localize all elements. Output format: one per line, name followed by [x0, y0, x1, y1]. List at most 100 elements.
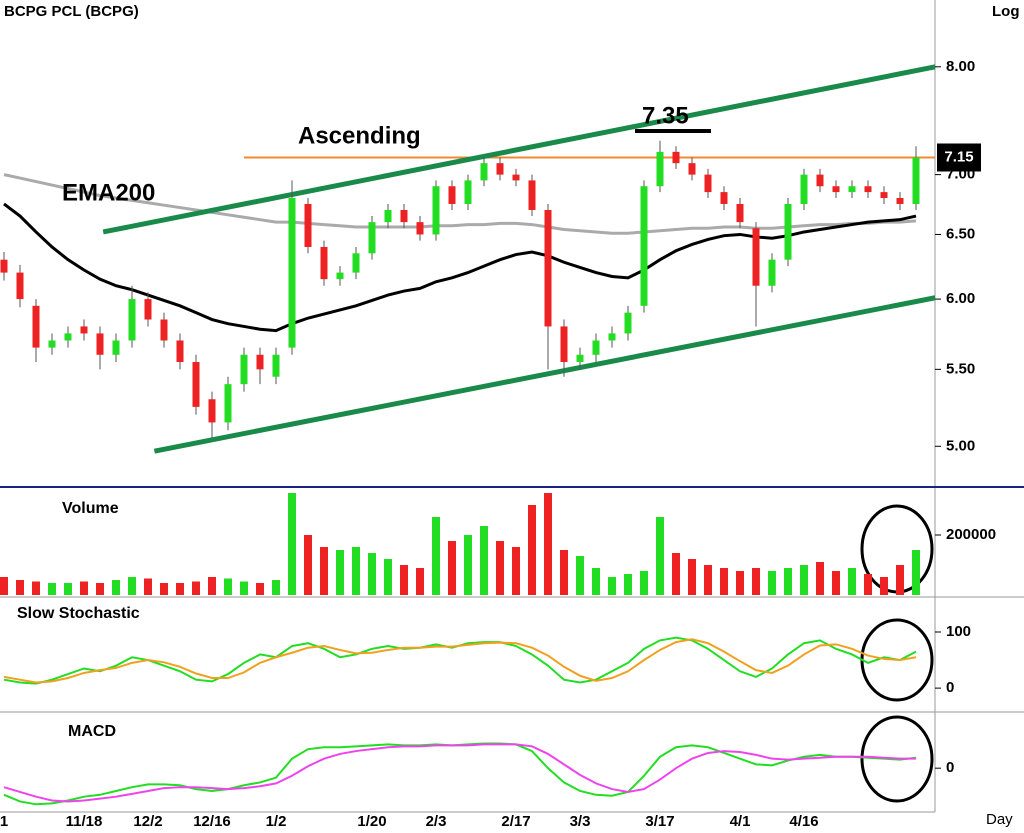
- line: [3, 743, 916, 803]
- annotation: EMA200: [62, 179, 155, 206]
- volume-bar: [432, 517, 440, 595]
- candle-body: [768, 259, 776, 286]
- line: [3, 638, 917, 684]
- volume-bar: [400, 565, 408, 595]
- candle-body: [144, 299, 152, 320]
- candle-body: [672, 151, 680, 164]
- volume-bar: [720, 568, 728, 595]
- volume-bar: [368, 553, 376, 595]
- candle-body: [640, 186, 648, 306]
- volume-bar: [768, 571, 776, 595]
- candle-body: [320, 246, 328, 280]
- candle-body: [496, 163, 504, 175]
- panel-title: MACD: [68, 723, 116, 740]
- candle-body: [688, 163, 696, 175]
- line: [3, 742, 917, 806]
- candle-body: [160, 319, 168, 341]
- y-tick-label: 5.50: [946, 360, 975, 377]
- volume-bar: [912, 550, 920, 595]
- last-price-box: [937, 143, 981, 172]
- volume-bar: [672, 553, 680, 595]
- candle-body: [736, 203, 744, 223]
- trend-line: [153, 295, 935, 454]
- x-tick-label: 3/17: [645, 813, 674, 830]
- volume-bar: [64, 583, 72, 595]
- volume-bar: [704, 565, 712, 595]
- y-tick-label: 6.00: [946, 290, 975, 307]
- volume-bar: [16, 580, 24, 595]
- annotation: Ascending: [298, 122, 421, 149]
- panel-title: Slow Stochastic: [17, 605, 140, 622]
- candle-body: [784, 203, 792, 260]
- candle-body: [48, 340, 56, 348]
- candle-body: [256, 354, 264, 370]
- volume-bar: [0, 577, 8, 595]
- x-tick-label: 12/2: [133, 813, 162, 830]
- annotation: 7.35: [642, 102, 689, 129]
- volume-bar: [240, 581, 248, 595]
- candle-body: [432, 186, 440, 235]
- volume-bar: [384, 559, 392, 595]
- x-tick-label: 4/16: [789, 813, 818, 830]
- panel: [0, 64, 935, 454]
- panel-title: Volume: [62, 500, 119, 517]
- candle-body: [352, 253, 360, 273]
- y-tick-label: 100: [946, 623, 971, 640]
- volume-bar: [128, 577, 136, 595]
- volume-bar: [544, 493, 552, 595]
- volume-bar: [336, 550, 344, 595]
- volume-bar: [304, 535, 312, 595]
- volume-bar: [224, 578, 232, 595]
- panel: [0, 493, 920, 595]
- last-price-label: 7.15: [944, 148, 973, 165]
- panel: [3, 742, 917, 806]
- volume-bar: [144, 578, 152, 595]
- volume-bar: [576, 556, 584, 595]
- candle-body: [448, 186, 456, 204]
- candle-body: [272, 354, 280, 377]
- x-tick-label: 1/20: [357, 813, 386, 830]
- volume-bar: [784, 568, 792, 595]
- volume-bar: [592, 568, 600, 595]
- x-tick-label: 12/16: [193, 813, 231, 830]
- volume-bar: [272, 580, 280, 595]
- volume-bar: [192, 581, 200, 595]
- panel-title: BCPG PCL (BCPG): [4, 3, 139, 20]
- candle-body: [368, 222, 376, 254]
- candle-body: [576, 354, 584, 363]
- line: [3, 173, 917, 235]
- candle-body: [464, 180, 472, 204]
- highlight-circle: [860, 715, 934, 803]
- volume-bar: [32, 581, 40, 595]
- panel: [3, 636, 917, 685]
- y-tick-label: 0: [946, 759, 954, 776]
- candle-body: [400, 209, 408, 223]
- volume-bar: [160, 583, 168, 595]
- candle-body: [528, 180, 536, 210]
- candle-body: [288, 198, 296, 348]
- candle-body: [384, 209, 392, 223]
- volume-bar: [528, 505, 536, 595]
- x-tick-label: 2/17: [501, 813, 530, 830]
- volume-bar: [416, 568, 424, 595]
- candle-body: [16, 272, 24, 300]
- volume-bar: [480, 526, 488, 595]
- candle-body: [64, 333, 72, 341]
- x-axis-label: Day: [986, 811, 1013, 828]
- volume-bar: [288, 493, 296, 595]
- volume-bar: [640, 571, 648, 595]
- volume-bar: [208, 577, 216, 595]
- volume-bar: [464, 535, 472, 595]
- volume-bar: [880, 577, 888, 595]
- candle-body: [592, 340, 600, 355]
- volume-bar: [48, 583, 56, 595]
- volume-bar: [448, 541, 456, 595]
- volume-bar: [320, 547, 328, 595]
- volume-bar: [848, 568, 856, 595]
- candle-body: [240, 354, 248, 385]
- candle-body: [192, 362, 200, 407]
- x-tick-label: 1: [0, 813, 8, 830]
- candle-body: [880, 192, 888, 199]
- volume-bar: [80, 581, 88, 595]
- candle-body: [848, 186, 856, 193]
